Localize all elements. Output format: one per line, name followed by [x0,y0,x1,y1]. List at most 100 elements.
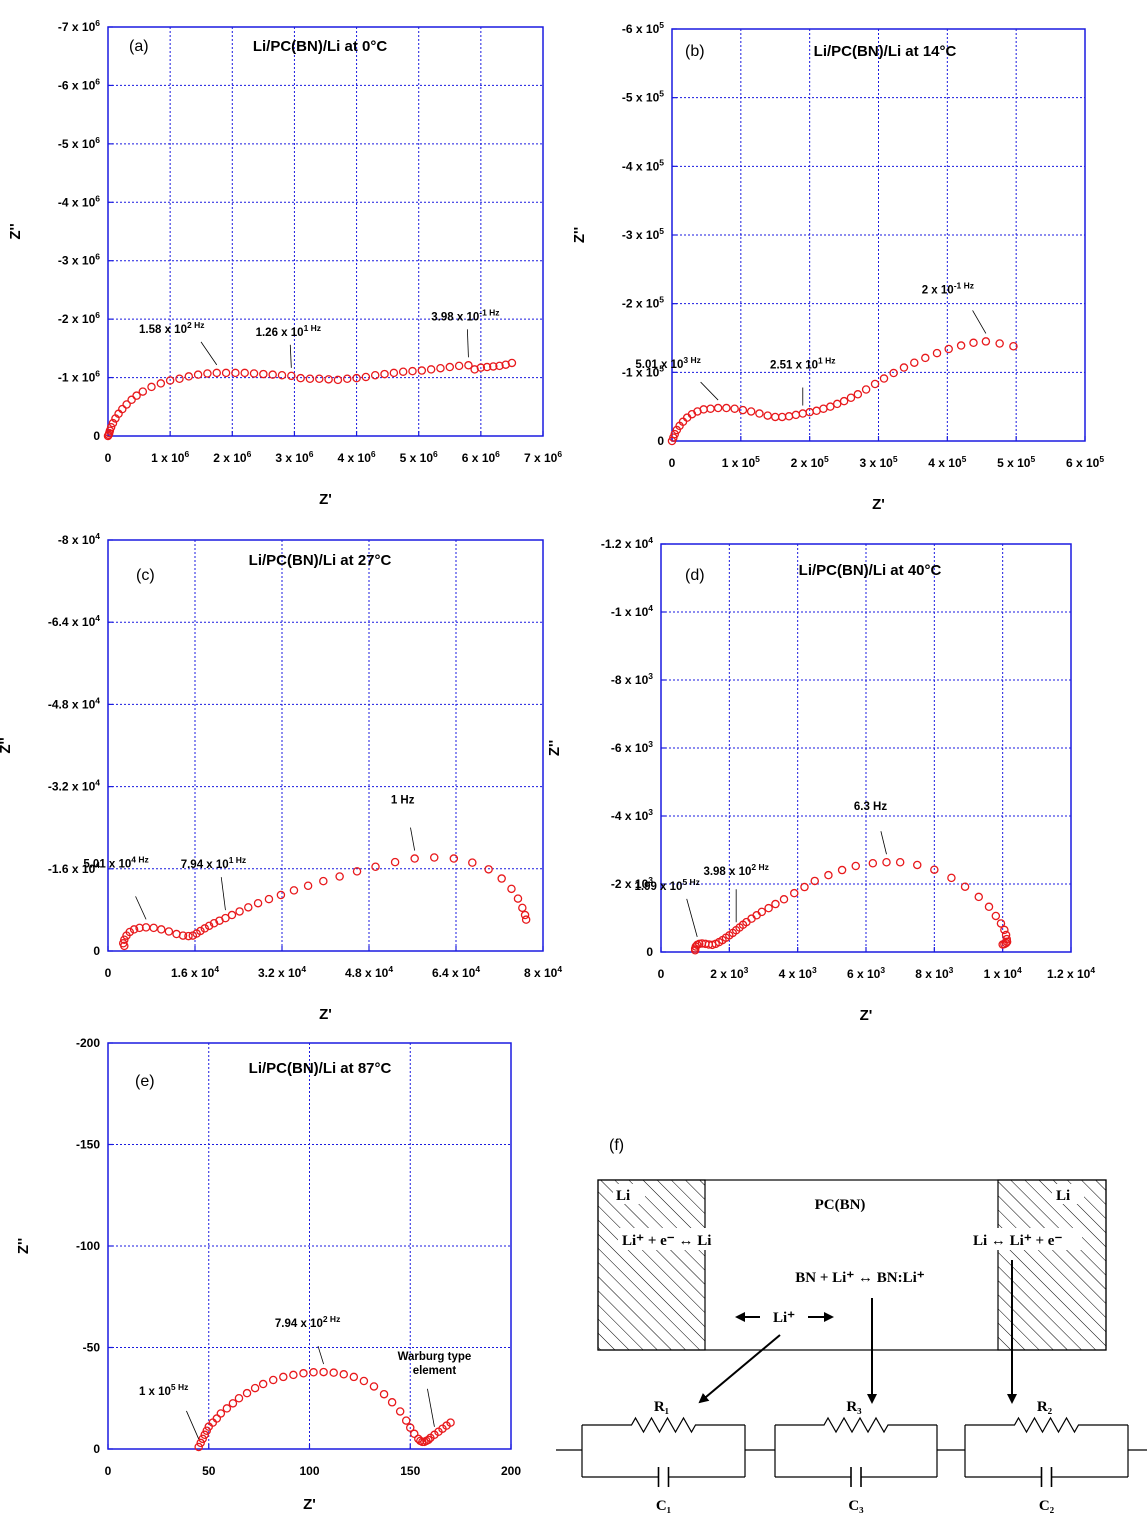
data-point [349,1372,359,1382]
data-point [747,914,756,923]
data-point [824,870,833,880]
middle-reaction: BN + Li⁺ ↔ BN:Li⁺ [795,1270,924,1286]
data-point [231,368,240,378]
data-point [426,365,436,374]
x-tick-label: 2 x 105 [791,454,829,470]
data-point [216,1409,226,1418]
left-li-label-bg [613,1184,645,1204]
data-point [279,1372,288,1382]
data-point [178,931,188,940]
data-point [369,1382,379,1391]
data-point [771,899,780,909]
x-tick-label: 0 [669,456,676,470]
data-point [755,409,764,418]
chart-panel-b: 0 1 x 105 2 x 105 3 x 105 4 x 105 5 x 105 6 x … [571,20,1104,513]
data-series [103,358,517,441]
data-point [390,857,400,867]
data-point [193,370,203,379]
y-tick-label: -200 [76,1036,100,1050]
y-tick-label: -4 x 106 [58,193,100,209]
data-point [879,374,889,383]
annotation-leader [220,877,226,911]
x-tick-label: 1 x 106 [151,449,189,465]
data-point [258,1379,268,1389]
annotation-leader [410,827,416,851]
data-point [518,903,527,913]
data-point [981,337,991,346]
data-point [129,925,139,934]
x-tick-label: 3.2 x 104 [258,964,306,980]
panel-label-f: (f) [609,1137,624,1154]
left-reaction-bg [618,1228,730,1250]
data-point [184,931,193,941]
annotation-label: 6.3 Hz [854,801,887,813]
data-point [832,399,842,409]
data-point [998,940,1007,949]
y-tick-label: -6 x 105 [622,20,664,36]
annotation-label: 1 Hz [391,795,415,807]
data-point [870,379,880,389]
y-tick-label: -5 x 105 [622,89,664,105]
data-point [449,854,459,863]
x-tick-label: 0 [105,966,112,980]
x-tick-label: 2 x 106 [213,449,251,465]
data-point [730,404,739,413]
x-axis-label: Z' [319,491,332,508]
data-point [303,881,313,891]
resistor-label: R₃ [846,1399,862,1415]
y-tick-label: 0 [657,434,664,448]
data-point [234,1394,244,1403]
data-point [454,361,464,371]
data-series [667,337,1018,446]
data-point [118,404,127,414]
chart-panel-d: 0 2 x 103 4 x 103 6 x 103 8 x 103 1 x 104 1.2 … [546,535,1095,1024]
data-point [268,370,277,379]
data-point [175,374,184,383]
data-point [227,910,237,920]
y-axis-label: Z'' [571,227,588,243]
data-point [484,865,493,874]
resistor [582,1416,745,1434]
data-point [861,385,871,394]
data-point [268,1375,278,1385]
data-point [882,857,891,867]
resistor [965,1416,1128,1434]
data-point [944,344,953,354]
y-tick-label: 0 [93,944,100,958]
data-point [913,860,922,870]
x-tick-label: 0 [658,967,665,981]
data-point [489,362,498,371]
data-point [991,911,1001,921]
panel-label: (e) [135,1073,155,1090]
data-point [706,404,715,413]
data-point [932,348,942,358]
annotation-label: 3.98 x 10-1 Hz [431,307,499,323]
data-point [299,1369,308,1378]
x-tick-label: 1 x 104 [984,965,1022,981]
data-point [228,1399,238,1408]
chart-panel-c: 0 1.6 x 104 3.2 x 104 4.8 x 104 6.4 x 104 8 x… [0,531,562,1023]
data-point [361,372,371,382]
y-tick-label: -100 [76,1239,100,1253]
data-point [204,921,214,931]
data-point [445,362,455,372]
data-point [429,853,439,862]
annotation-leader [186,1410,200,1440]
data-point [380,369,389,379]
y-tick-label: -2 x 106 [58,310,100,326]
y-tick-label: -4 x 103 [611,807,653,823]
annotation-leader [880,831,887,855]
data-series [194,1367,455,1452]
data-point [352,867,362,876]
data-point [138,387,148,396]
resistor-label: R₁ [654,1399,669,1415]
data-point [198,1434,207,1444]
ion-label: Li⁺ [773,1310,795,1326]
data-point [436,363,445,373]
data-point [763,411,772,420]
data-point [746,407,756,416]
data-series [690,857,1012,955]
y-tick-label: -8 x 104 [58,531,100,547]
y-tick-label: -3 x 106 [58,252,100,268]
data-point [212,368,221,378]
